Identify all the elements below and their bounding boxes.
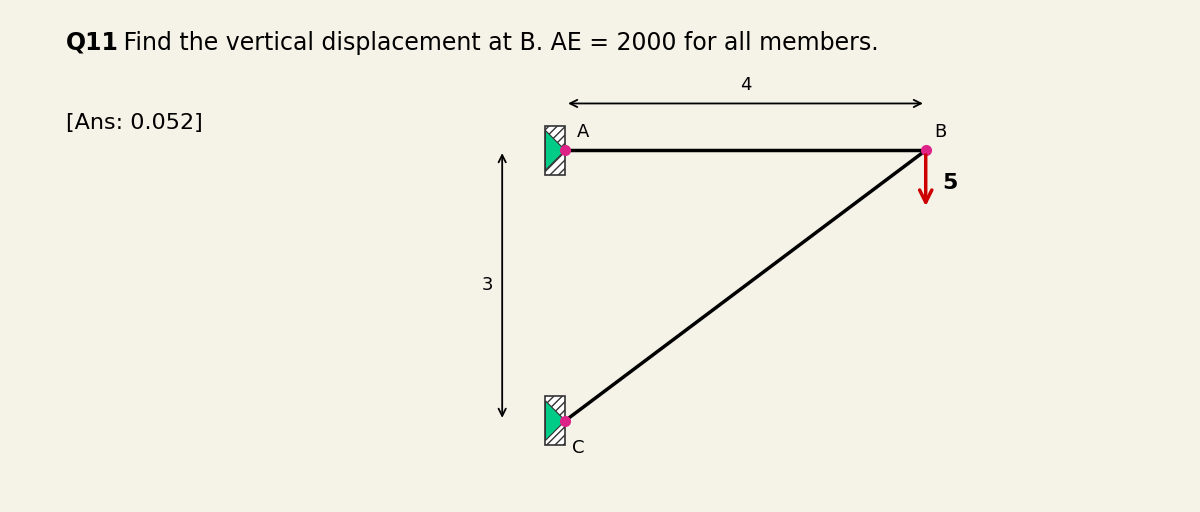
Text: 3: 3 [481,276,493,294]
Bar [546,125,565,175]
Text: 5: 5 [942,173,958,193]
Text: Q11: Q11 [66,31,119,55]
Bar [546,125,565,175]
Polygon shape [546,401,565,440]
Text: A: A [577,123,589,141]
Bar [546,396,565,445]
Text: [Ans: 0.052]: [Ans: 0.052] [66,113,203,133]
Polygon shape [546,131,565,170]
Text: B: B [935,123,947,141]
Text: 4: 4 [739,76,751,94]
Text: C: C [572,439,584,457]
Text: Find the vertical displacement at B. AE = 2000 for all members.: Find the vertical displacement at B. AE … [116,31,880,55]
Bar [546,396,565,445]
